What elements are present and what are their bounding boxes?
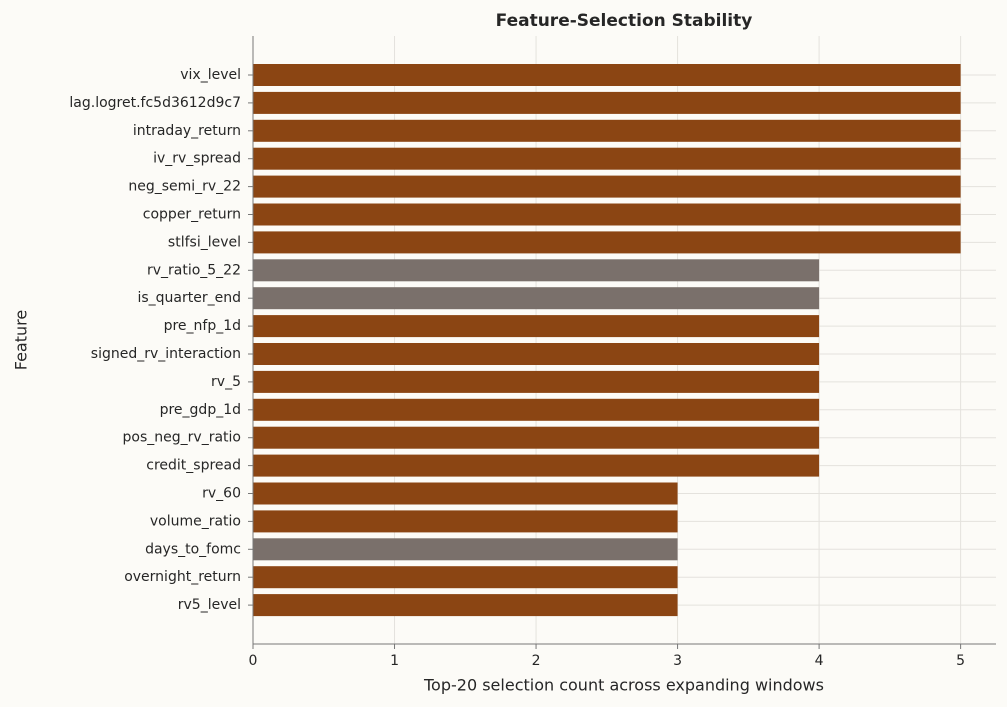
- bar: [253, 370, 820, 393]
- x-tick-label: 2: [532, 653, 541, 669]
- x-tick-label: 5: [956, 653, 965, 669]
- y-tick-label: credit_spread: [146, 458, 241, 474]
- bar: [253, 510, 678, 533]
- bar: [253, 147, 961, 170]
- y-tick-label: lag.logret.fc5d3612d9c7: [69, 95, 241, 111]
- y-tick-label: is_quarter_end: [137, 290, 241, 306]
- y-tick-label: vix_level: [180, 67, 241, 83]
- bar: [253, 203, 961, 226]
- y-tick-label: overnight_return: [124, 569, 241, 585]
- bar: [253, 119, 961, 142]
- bar: [253, 315, 820, 338]
- bars: [253, 64, 961, 617]
- y-tick-label: volume_ratio: [150, 513, 241, 529]
- y-tick-label: pre_gdp_1d: [160, 402, 241, 418]
- y-tick-label: copper_return: [143, 207, 241, 223]
- bar: [253, 538, 678, 561]
- y-tick-label: pos_neg_rv_ratio: [123, 430, 241, 446]
- y-tick-label: rv_60: [202, 486, 241, 502]
- x-tick-label: 4: [815, 653, 824, 669]
- x-axis-label: Top-20 selection count across expanding …: [423, 676, 824, 695]
- y-tick-label: stlfsi_level: [168, 234, 241, 250]
- bar: [253, 259, 820, 282]
- bar: [253, 482, 678, 505]
- bar: [253, 287, 820, 310]
- x-tick-label: 1: [390, 653, 399, 669]
- y-tick-label: days_to_fomc: [145, 541, 241, 557]
- y-tick-label: rv_ratio_5_22: [147, 262, 241, 278]
- bar: [253, 398, 820, 421]
- bar: [253, 594, 678, 617]
- y-tick-label: iv_rv_spread: [153, 151, 241, 167]
- y-axis-label: Feature: [12, 310, 31, 370]
- bar: [253, 426, 820, 449]
- bar: [253, 454, 820, 477]
- x-tick-label: 3: [673, 653, 682, 669]
- y-tick-label: signed_rv_interaction: [91, 346, 241, 362]
- x-tick-label: 0: [249, 653, 258, 669]
- y-tick-label: rv_5: [211, 374, 241, 390]
- y-tick-label: rv5_level: [178, 597, 241, 613]
- bar: [253, 91, 961, 114]
- y-tick-label: intraday_return: [133, 123, 241, 139]
- bar: [253, 64, 961, 86]
- bar: [253, 175, 961, 198]
- chart-title: Feature-Selection Stability: [496, 11, 753, 31]
- y-tick-label: pre_nfp_1d: [164, 318, 241, 334]
- y-tick-label: neg_semi_rv_22: [128, 179, 241, 195]
- bar: [253, 231, 961, 254]
- bar: [253, 566, 678, 589]
- bar: [253, 343, 820, 365]
